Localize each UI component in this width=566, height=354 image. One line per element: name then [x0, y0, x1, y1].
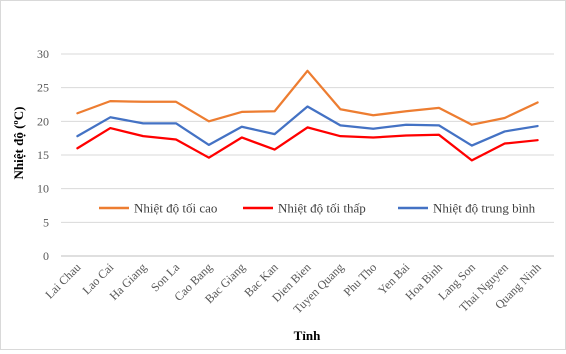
- x-tick-label: Lai Chau: [42, 260, 83, 301]
- legend: Nhiệt độ tối cao Nhiệt độ tối thấp Nhiệt…: [99, 201, 536, 216]
- y-tick-label: 10: [37, 182, 49, 196]
- legend-label-avg: Nhiệt độ trung bình: [433, 201, 536, 216]
- x-tick-label: Ha Giang: [107, 260, 150, 303]
- gridlines: [61, 53, 554, 257]
- series-lines: [76, 69, 539, 162]
- y-tick-label: 25: [37, 81, 49, 95]
- series-line-2: [76, 126, 539, 162]
- x-axis-title: Tỉnh: [294, 328, 322, 343]
- y-tick-label: 20: [37, 114, 49, 128]
- series-line-1: [76, 69, 539, 126]
- y-tick-label: 30: [37, 47, 49, 61]
- x-tick-label: Phu Tho: [341, 260, 380, 299]
- legend-label-max: Nhiệt độ tối cao: [134, 201, 217, 216]
- y-axis-title: Nhiệt độ (ºC): [11, 107, 26, 180]
- y-tick-label: 15: [37, 148, 49, 162]
- y-tick-label: 0: [43, 249, 49, 263]
- series-line-3: [76, 105, 539, 147]
- y-tick-label: 5: [43, 215, 49, 229]
- y-axis-tick-labels: 0 5 10 15 20 25 30: [37, 47, 49, 263]
- legend-label-min: Nhiệt độ tối thấp: [278, 201, 366, 216]
